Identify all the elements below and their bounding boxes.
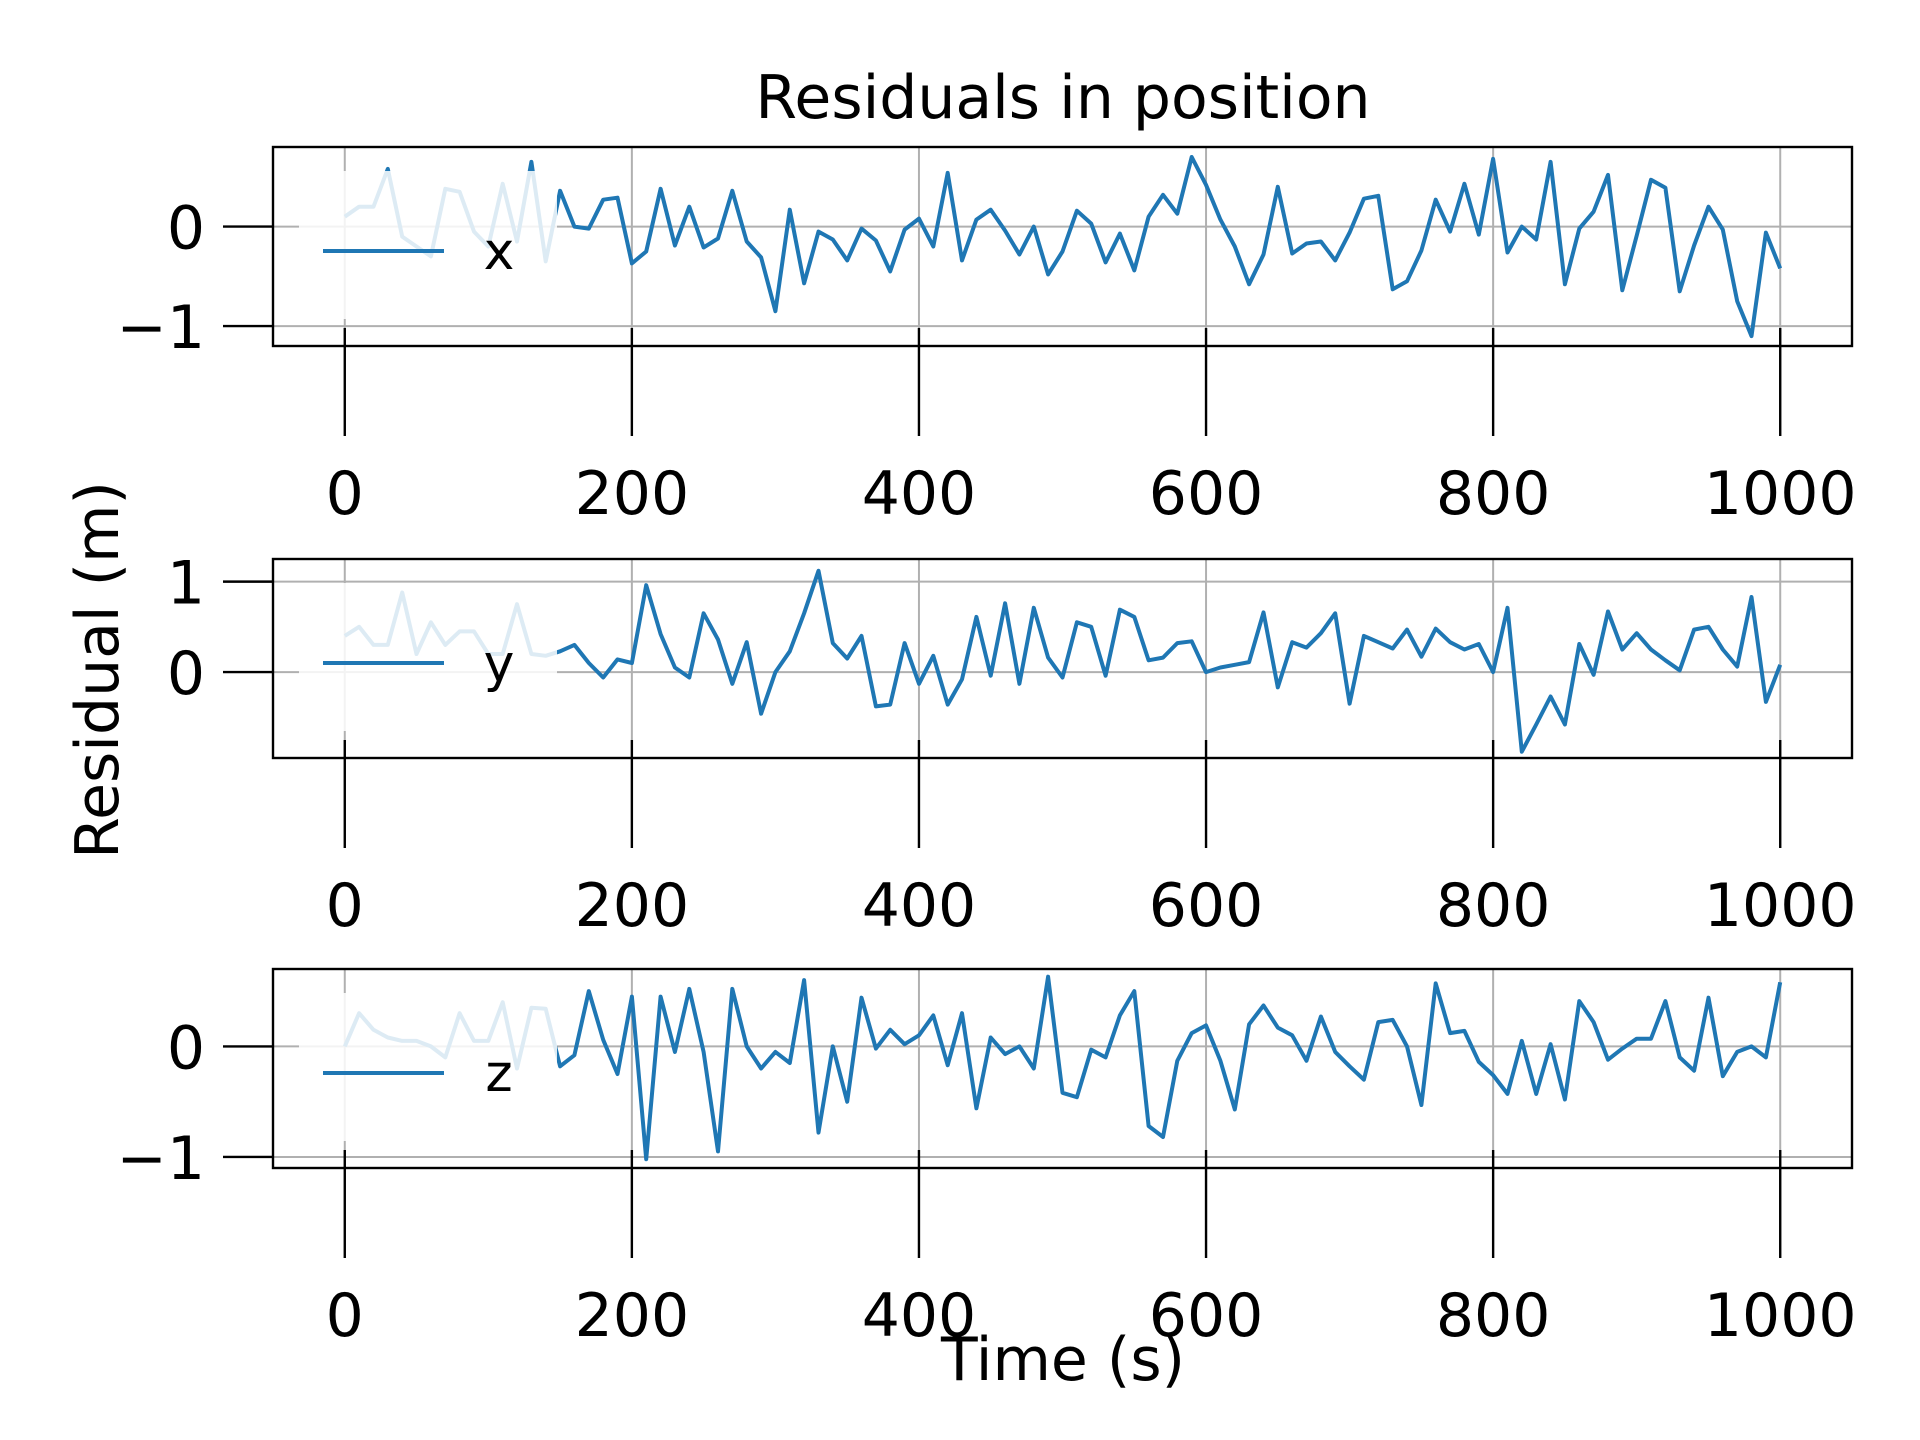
x-tick-label-x: 400 [862, 459, 977, 529]
x-tick-label-x: 1000 [1704, 459, 1857, 529]
x-tick-label-y: 600 [1149, 871, 1264, 941]
y-tick-label-z: 0 [167, 1013, 205, 1083]
panel-frame-z [271, 967, 1854, 1170]
y-tick-label-z: −1 [117, 1124, 205, 1194]
y-tick-label-x: −1 [117, 293, 205, 363]
panels-layer: x −1 0 0 200 400 600 800 1000 y 0 1 0 200 400 600 800 100… [117, 145, 1857, 1351]
y-tick-label-y: 1 [167, 549, 205, 619]
panel-x: x −1 0 0 200 400 600 800 1000 [117, 145, 1857, 529]
x-tick-label-y: 0 [326, 871, 364, 941]
x-tick-label-x: 600 [1149, 459, 1264, 529]
x-tick-label-y: 1000 [1704, 871, 1857, 941]
legend-label-y: y [484, 634, 515, 694]
legend-box-x [299, 171, 557, 319]
x-tick-label-x: 800 [1436, 459, 1551, 529]
x-tick-label-x: 0 [326, 459, 364, 529]
panel-z: z −1 0 0 200 400 600 800 1000 [117, 967, 1857, 1351]
x-tick-label-x: 200 [575, 459, 690, 529]
y-tick-label-y: 0 [167, 639, 205, 709]
x-tick-label-y: 800 [1436, 871, 1551, 941]
panel-frame-y [271, 557, 1854, 760]
legend-label-x: x [484, 222, 515, 282]
x-axis-label: Time (s) [940, 1325, 1185, 1395]
x-tick-label-y: 400 [862, 871, 977, 941]
legend-label-z: z [485, 1044, 512, 1104]
x-tick-label-z: 0 [326, 1281, 364, 1351]
x-tick-label-z: 200 [575, 1281, 690, 1351]
legend-box-y [299, 583, 557, 731]
x-tick-label-z: 800 [1436, 1281, 1551, 1351]
panel-y: y 0 1 0 200 400 600 800 1000 [167, 549, 1857, 941]
y-axis-label: Residual (m) [63, 481, 133, 859]
panel-frame-x [271, 145, 1854, 348]
series-line-z [342, 974, 1783, 1162]
x-tick-label-z: 600 [1149, 1281, 1264, 1351]
chart-title: Residuals in position [755, 63, 1370, 133]
x-tick-label-y: 200 [575, 871, 690, 941]
series-line-x [343, 155, 1783, 339]
x-tick-label-z: 400 [862, 1281, 977, 1351]
x-tick-label-z: 1000 [1704, 1281, 1857, 1351]
series-line-y [343, 568, 1783, 754]
y-tick-label-x: 0 [167, 194, 205, 264]
legend-box-z [299, 993, 557, 1141]
